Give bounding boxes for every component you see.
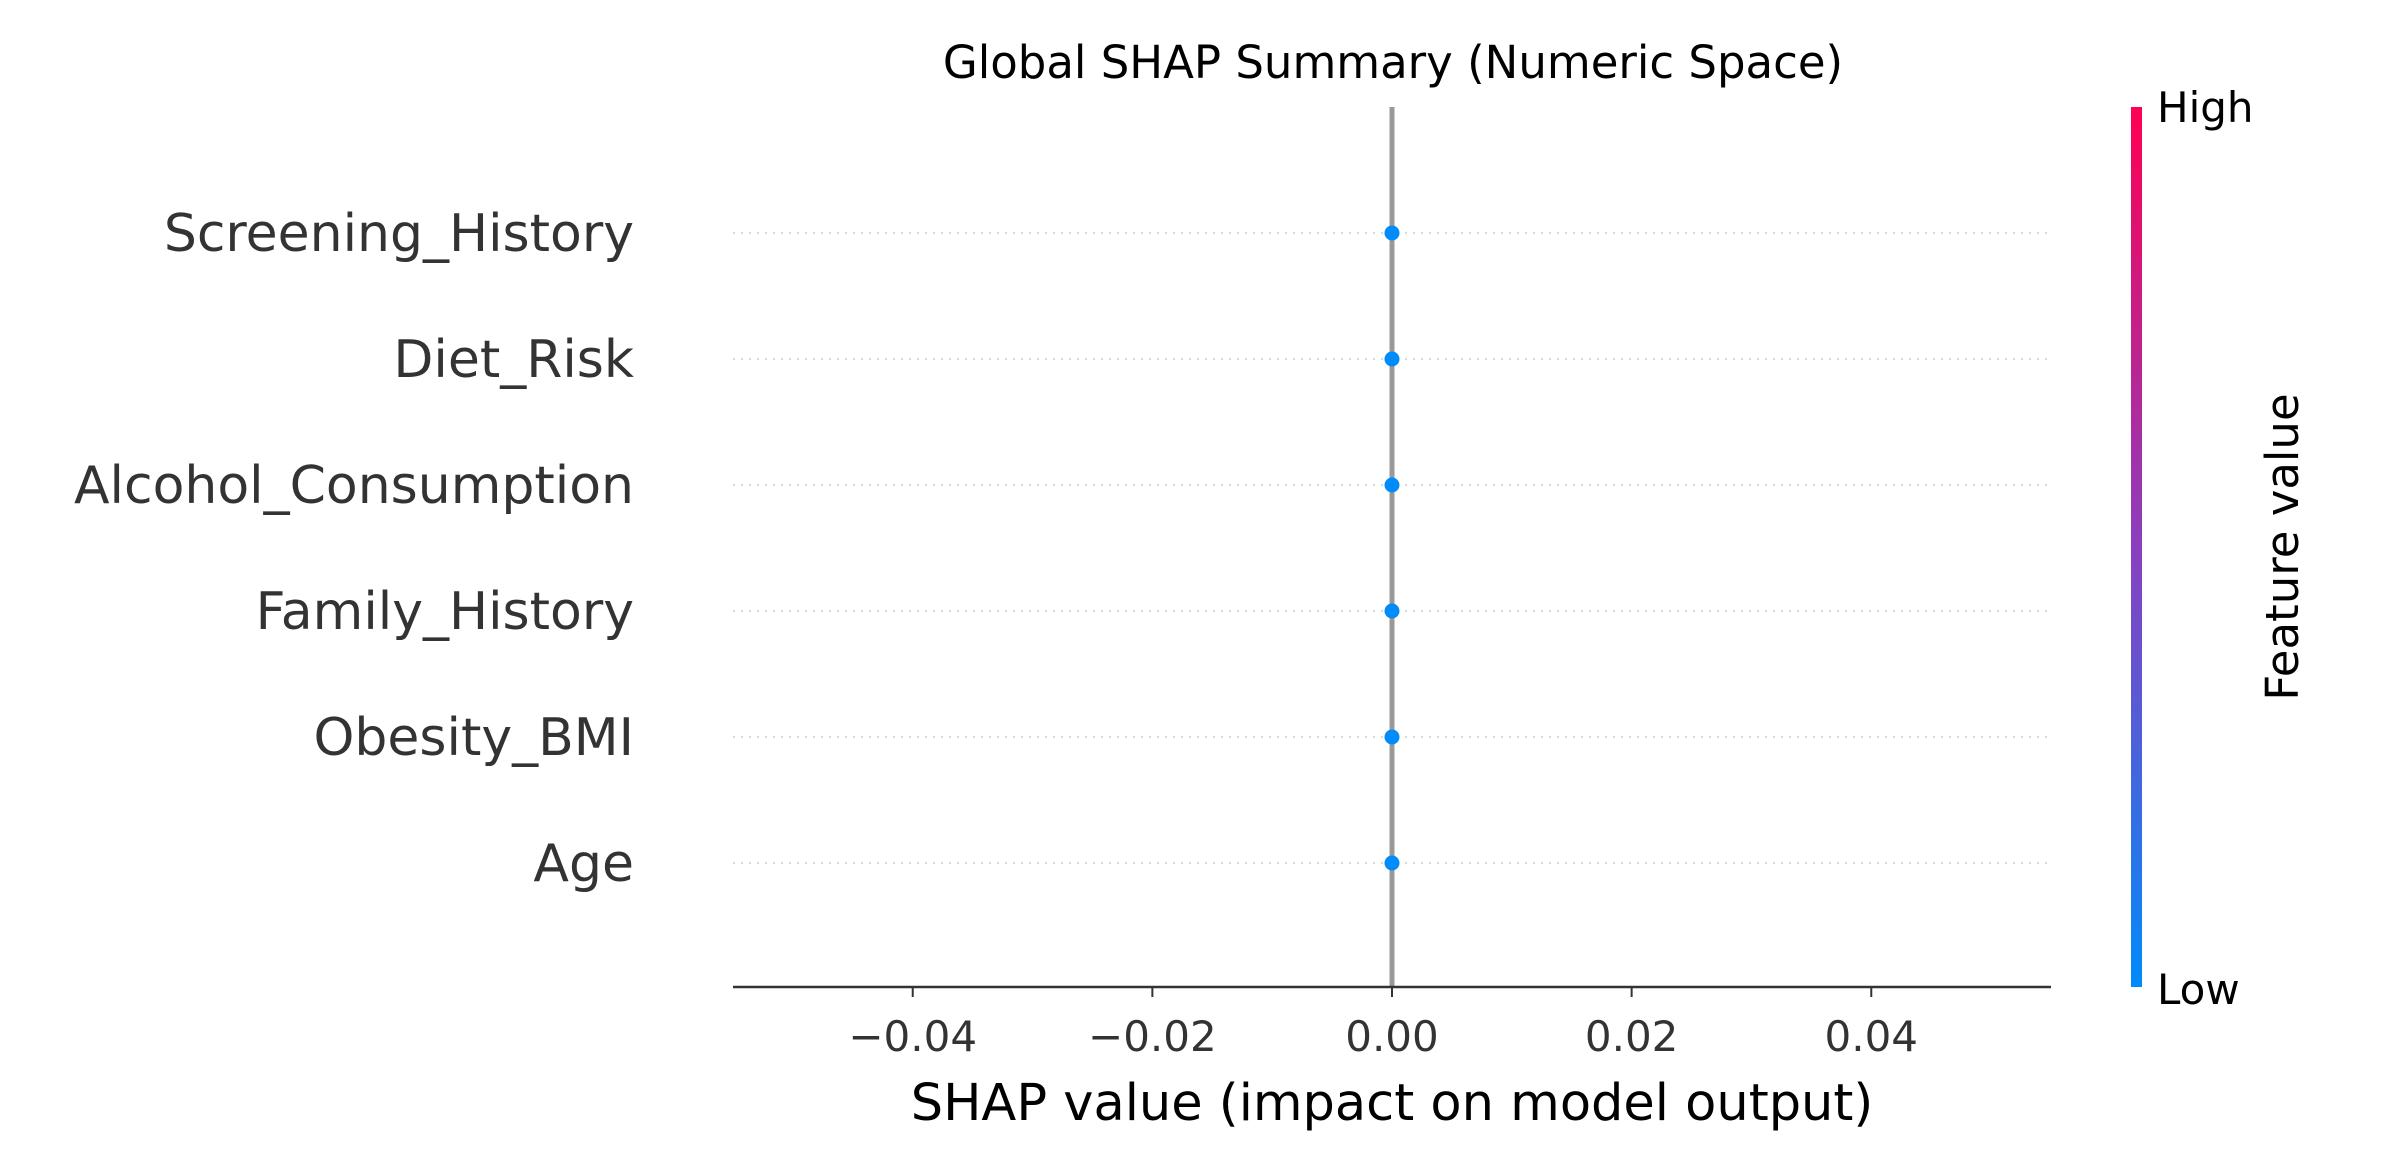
feature-label-screening-history: Screening_History bbox=[164, 204, 634, 264]
feature-labels: Screening_History Diet_Risk Alcohol_Consum… bbox=[74, 204, 634, 894]
x-axis-label: SHAP value (impact on model output) bbox=[911, 1074, 1874, 1133]
point-family-history bbox=[1384, 603, 1400, 619]
colorbar-title: Feature value bbox=[2256, 393, 2309, 700]
x-tick-label: −0.02 bbox=[1088, 1012, 1217, 1061]
x-tick-label: 0.00 bbox=[1345, 1012, 1439, 1061]
colorbar-high-label: High bbox=[2157, 83, 2254, 132]
points bbox=[1384, 225, 1400, 871]
x-tick-label: 0.04 bbox=[1825, 1012, 1919, 1061]
feature-label-obesity-bmi: Obesity_BMI bbox=[313, 708, 634, 768]
point-alcohol-consumption bbox=[1384, 477, 1400, 493]
point-screening-history bbox=[1384, 225, 1400, 241]
x-tick-label: −0.04 bbox=[848, 1012, 977, 1061]
feature-label-diet-risk: Diet_Risk bbox=[393, 330, 634, 390]
point-diet-risk bbox=[1384, 351, 1400, 367]
x-tick-label: 0.02 bbox=[1585, 1012, 1679, 1061]
feature-label-family-history: Family_History bbox=[256, 582, 634, 642]
feature-label-alcohol-consumption: Alcohol_Consumption bbox=[74, 456, 634, 516]
point-age bbox=[1384, 855, 1400, 871]
feature-label-age: Age bbox=[533, 834, 634, 894]
colorbar bbox=[2131, 107, 2142, 987]
x-ticks: −0.04 −0.02 0.00 0.02 0.04 bbox=[848, 987, 1918, 1061]
chart-title: Global SHAP Summary (Numeric Space) bbox=[943, 36, 1843, 89]
point-obesity-bmi bbox=[1384, 729, 1400, 745]
colorbar-low-label: Low bbox=[2157, 965, 2240, 1014]
